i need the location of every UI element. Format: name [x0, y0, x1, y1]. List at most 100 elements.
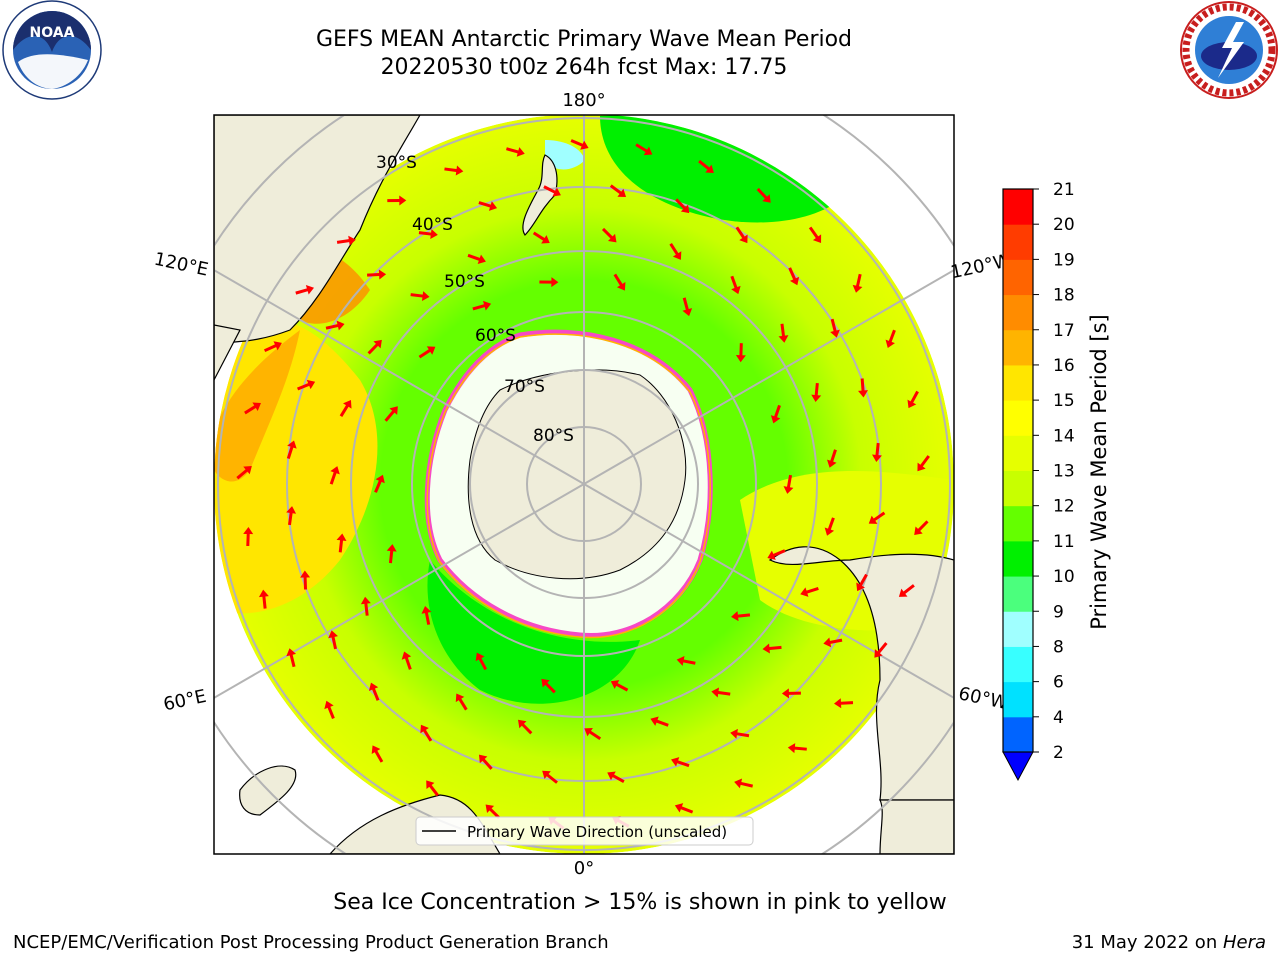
- noaa-logo-icon: NOAA: [2, 0, 102, 100]
- colorbar-extend-min: [1002, 751, 1034, 782]
- colorbar-swatch: [1003, 646, 1033, 683]
- wave-direction-arrow: [478, 201, 498, 211]
- latitude-labels: 30°S 40°S 50°S 60°S 70°S 80°S: [376, 153, 574, 446]
- wave-direction-arrow: [467, 253, 486, 265]
- footer-credit: NCEP/EMC/Verification Post Processing Pr…: [13, 932, 609, 953]
- lat-label-40s: 40°S: [412, 215, 453, 235]
- wave-direction-arrow: [367, 339, 382, 355]
- wave-direction-arrow: [336, 235, 356, 246]
- colorbar-tick-label: 12: [1053, 497, 1075, 517]
- wave-direction-arrow: [778, 323, 789, 343]
- colorbar-tick-label: 14: [1053, 426, 1075, 446]
- wave-direction-arrow: [635, 143, 653, 156]
- wave-direction-arrow: [532, 231, 550, 244]
- colorbar-tick-label: 17: [1053, 321, 1075, 341]
- wave-direction-arrow: [410, 291, 430, 302]
- wave-direction-arrow: [607, 771, 625, 783]
- wave-direction-arrow: [730, 275, 741, 295]
- colorbar-swatch: [1003, 364, 1033, 401]
- colorbar-tick-label: 8: [1053, 637, 1064, 657]
- footer-machine: Hera: [1222, 932, 1266, 953]
- colorbar-swatch: [1003, 716, 1033, 753]
- wave-direction-arrow: [258, 589, 269, 609]
- colorbar-tick-label: 13: [1053, 462, 1075, 482]
- wave-direction-arrow: [368, 682, 380, 701]
- wave-direction-arrow: [698, 159, 714, 173]
- wave-direction-arrow: [731, 611, 751, 622]
- wave-direction-arrow: [387, 195, 407, 206]
- wave-direction-arrow: [328, 630, 338, 650]
- lat-label-80s: 80°S: [533, 426, 574, 446]
- wave-direction-arrow: [898, 584, 915, 597]
- colorbar-swatch: [1003, 505, 1033, 542]
- wave-direction-arrow: [386, 544, 397, 564]
- wave-direction-arrow: [384, 406, 398, 422]
- lon-label-60w: 60°W: [957, 683, 1010, 714]
- wave-direction-arrow: [374, 474, 385, 493]
- lon-label-0: 0°: [574, 858, 594, 879]
- colorbar-swatch: [1003, 681, 1033, 718]
- wave-direction-arrow: [297, 379, 316, 391]
- wave-direction-arrow: [339, 399, 352, 417]
- colorbar-tick-label: 19: [1053, 250, 1075, 270]
- sea-ice-note: Sea Ice Concentration > 15% is shown in …: [333, 890, 947, 915]
- wave-direction-arrow: [472, 300, 492, 311]
- wave-direction-arrow: [770, 404, 781, 424]
- wave-direction-arrow: [444, 165, 464, 176]
- colorbar-tick-label: 10: [1053, 567, 1075, 587]
- wave-direction-arrow: [669, 243, 682, 260]
- colorbar-tick-label: 16: [1053, 356, 1075, 376]
- footer-date: 31 May 2022 on Hera: [1072, 932, 1266, 953]
- wave-direction-arrow: [674, 803, 694, 814]
- wave-direction-arrow: [852, 273, 863, 293]
- wave-direction-arrow: [730, 728, 750, 739]
- wave-direction-arrow: [811, 382, 822, 403]
- wave-direction-arrow: [613, 273, 626, 291]
- map-area: [214, 115, 954, 854]
- wave-direction-arrow: [295, 284, 314, 295]
- wave-direction-arrow: [830, 318, 840, 338]
- wave-direction-arrow: [455, 693, 468, 711]
- colorbar-swatch: [1003, 224, 1033, 260]
- chart-title: GEFS MEAN Antarctic Primary Wave Mean Pe…: [315, 27, 853, 52]
- colorbar-swatch: [1003, 540, 1033, 577]
- wave-direction-arrow: [824, 517, 835, 536]
- wave-direction-arrow: [475, 652, 488, 671]
- wave-direction-arrow: [872, 442, 882, 462]
- wave-direction-arrow: [787, 743, 807, 754]
- wave-direction-arrow: [827, 449, 837, 468]
- colorbar-tick-label: 2: [1053, 743, 1064, 763]
- lat-label-60s: 60°S: [475, 326, 516, 346]
- wave-direction-arrow: [907, 390, 919, 409]
- map-frame: [213, 114, 955, 855]
- colorbar-tick-label: 15: [1053, 391, 1075, 411]
- colorbar: 2 4 6 8 9 10 11 12 13 14 15 16 17 18 19 20 21 Primary Wa…: [1002, 180, 1111, 782]
- wave-direction-arrow: [286, 506, 297, 526]
- wave-direction-arrow: [858, 378, 869, 398]
- colorbar-tick-label: 6: [1053, 673, 1064, 693]
- wave-direction-arrow: [401, 651, 412, 670]
- wave-direction-arrow: [762, 643, 782, 654]
- colorbar-tick-label: 9: [1053, 602, 1064, 622]
- colorbar-tick-label: 18: [1053, 286, 1075, 306]
- wave-direction-arrow: [336, 533, 347, 553]
- colorbar-tick-label: 20: [1053, 215, 1075, 235]
- wave-direction-arrow: [418, 346, 436, 359]
- colorbar-swatch: [1003, 189, 1033, 225]
- colorbar-swatch: [1003, 611, 1033, 647]
- footer-date-text: 31 May 2022 on: [1071, 932, 1223, 953]
- wave-direction-arrow: [244, 402, 261, 415]
- wave-direction-arrow: [541, 678, 556, 694]
- wave-direction-arrow: [671, 757, 690, 768]
- wave-direction-arrow: [236, 465, 252, 480]
- lon-label-120e: 120°E: [152, 249, 210, 281]
- wave-direction-arrow: [711, 687, 731, 698]
- wave-direction-arrow: [601, 227, 617, 243]
- wave-direction-arrow: [735, 343, 746, 363]
- wave-direction-arrow: [856, 573, 868, 592]
- map-legend: Primary Wave Direction (unscaled): [415, 816, 754, 846]
- lat-label-70s: 70°S: [504, 377, 545, 397]
- colorbar-label: Primary Wave Mean Period [s]: [1087, 314, 1111, 630]
- colorbar-swatch: [1003, 329, 1033, 366]
